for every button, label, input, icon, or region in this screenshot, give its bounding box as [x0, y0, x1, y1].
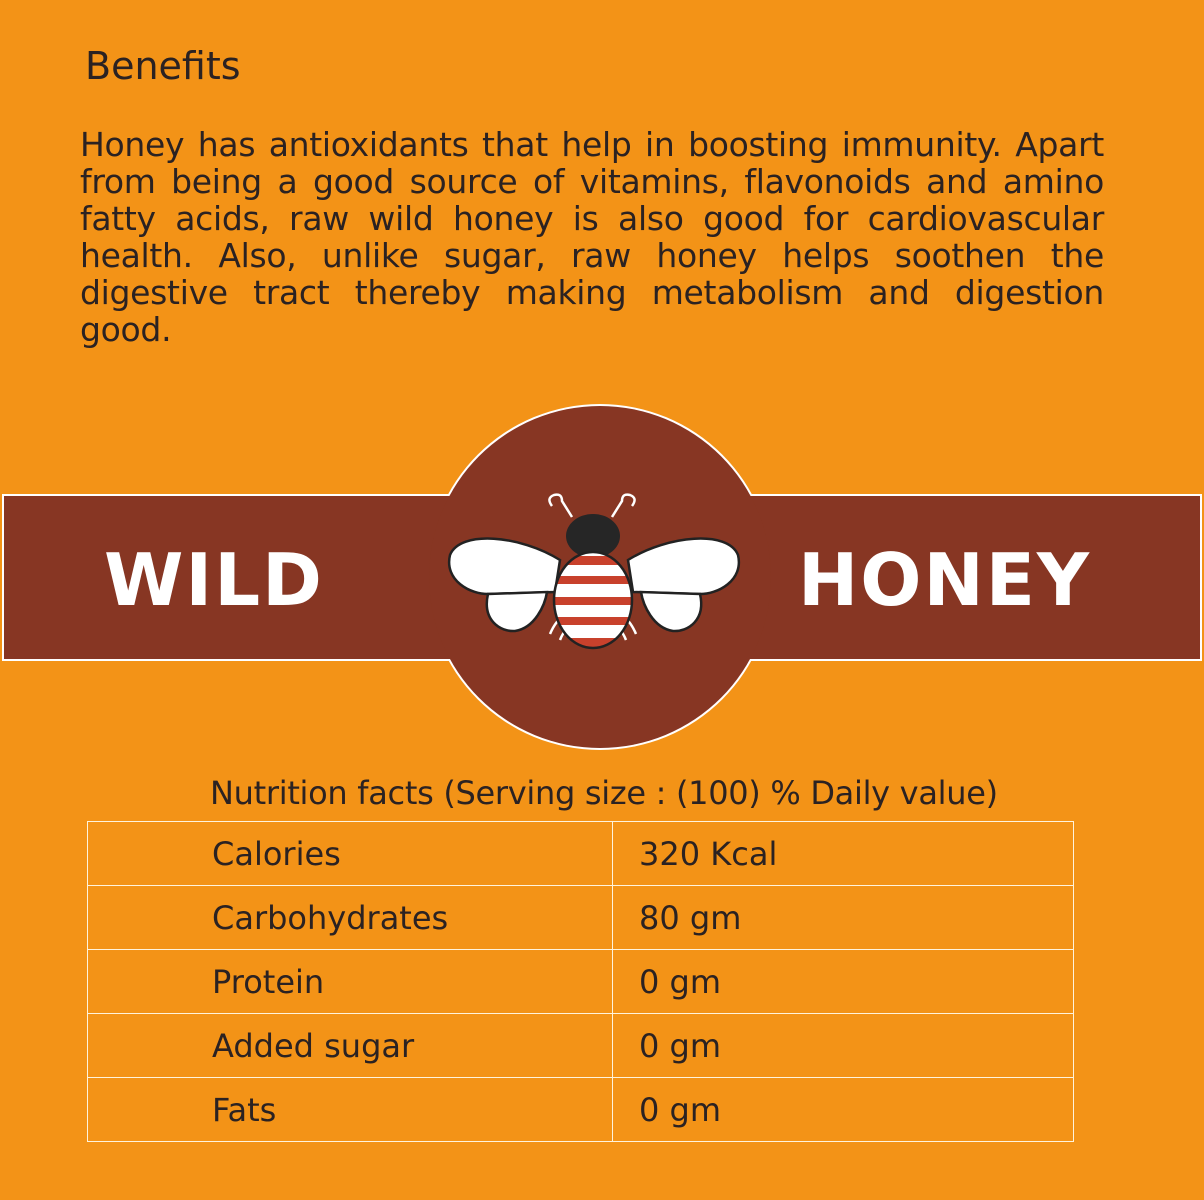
nutrition-caption: Nutrition facts (Serving size : (100) % …	[210, 774, 998, 812]
nutrient-value: 320 Kcal	[612, 821, 1074, 886]
brand-banner	[2, 404, 1202, 750]
bee-icon	[447, 493, 741, 650]
nutrient-value: 80 gm	[612, 885, 1074, 950]
brand-word-wild: WILD	[104, 538, 324, 622]
nutrient-label: Added sugar	[87, 1013, 613, 1078]
nutrient-label: Carbohydrates	[87, 885, 613, 950]
nutrient-label: Calories	[87, 821, 613, 886]
nutrient-label: Fats	[87, 1077, 613, 1142]
nutrient-value: 0 gm	[612, 1013, 1074, 1078]
nutrient-label: Protein	[87, 949, 613, 1014]
nutrient-value: 0 gm	[612, 949, 1074, 1014]
benefits-heading: Benefits	[85, 44, 241, 88]
benefits-text: Honey has antioxidants that help in boos…	[80, 125, 1104, 349]
table-row: Added sugar 0 gm	[87, 1013, 1074, 1078]
nutrition-table: Calories 320 Kcal Carbohydrates 80 gm Prot…	[87, 821, 1074, 1142]
table-row: Carbohydrates 80 gm	[87, 885, 1074, 950]
table-row: Calories 320 Kcal	[87, 821, 1074, 886]
table-row: Protein 0 gm	[87, 949, 1074, 1014]
nutrient-value: 0 gm	[612, 1077, 1074, 1142]
brand-word-honey: HONEY	[798, 538, 1092, 622]
table-row: Fats 0 gm	[87, 1077, 1074, 1142]
